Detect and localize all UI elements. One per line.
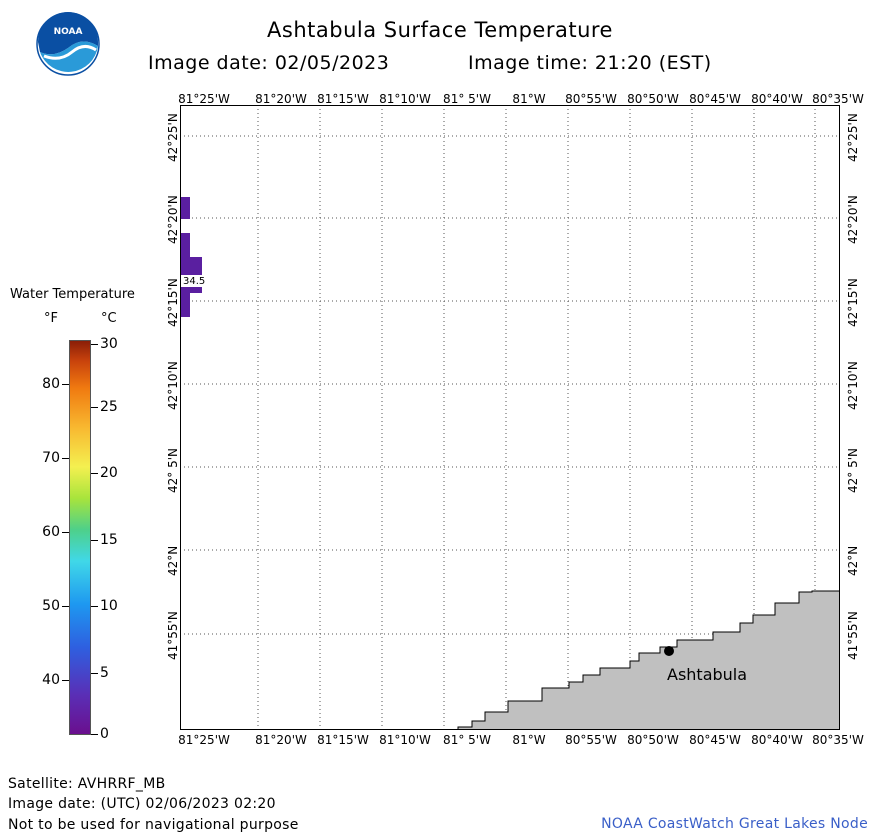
- celsius-tick-mark: [91, 344, 98, 345]
- fahrenheit-tick-label: 70: [42, 450, 60, 466]
- fahrenheit-tick-label: 50: [42, 598, 60, 614]
- ashtabula-city-dot[interactable]: [664, 646, 674, 656]
- celsius-tick-mark: [91, 407, 98, 408]
- longitude-label: 81°20'W: [255, 92, 307, 106]
- longitude-label: 80°40'W: [751, 92, 803, 106]
- latitude-label: 42° 5'N: [166, 448, 180, 493]
- temperature-colorbar: [69, 340, 91, 735]
- longitude-label: 81°W: [512, 92, 546, 106]
- lake-water-area: [180, 105, 840, 730]
- celsius-tick-label: 0: [100, 726, 109, 742]
- celsius-tick-label: 30: [100, 336, 118, 352]
- longitude-label: 81°10'W: [379, 733, 431, 747]
- ashtabula-label: Ashtabula: [667, 665, 747, 684]
- longitude-label: 80°55'W: [565, 733, 617, 747]
- celsius-tick-label: 25: [100, 399, 118, 415]
- latitude-label: 42°25'N: [166, 113, 180, 162]
- celsius-tick-mark: [91, 734, 98, 735]
- latitude-label: 42°10'N: [166, 361, 180, 410]
- navigation-disclaimer: Not to be used for navigational purpose: [8, 817, 299, 833]
- celsius-tick-label: 5: [100, 665, 109, 681]
- latitude-label: 42°N: [846, 545, 860, 576]
- celsius-tick-label: 10: [100, 598, 118, 614]
- celsius-tick-mark: [91, 540, 98, 541]
- temperature-map[interactable]: 34.5 Ashtabula: [180, 105, 840, 730]
- noaa-logo-icon: NOAA: [36, 12, 100, 76]
- longitude-label: 80°35'W: [812, 733, 864, 747]
- latitude-label: 42°15'N: [846, 278, 860, 327]
- legend-title: Water Temperature: [10, 287, 135, 302]
- fahrenheit-tick-label: 80: [42, 376, 60, 392]
- longitude-label: 81° 5'W: [443, 92, 491, 106]
- noaa-coastwatch-credit[interactable]: NOAA CoastWatch Great Lakes Node: [601, 816, 868, 832]
- latitude-label: 42°20'N: [846, 195, 860, 244]
- longitude-label: 80°50'W: [627, 92, 679, 106]
- celsius-tick-label: 20: [100, 465, 118, 481]
- celsius-tick-label: 15: [100, 532, 118, 548]
- celsius-tick-mark: [91, 473, 98, 474]
- longitude-label: 81°15'W: [317, 733, 369, 747]
- latitude-label: 42°10'N: [846, 361, 860, 410]
- longitude-label: 81°W: [512, 733, 546, 747]
- longitude-label: 80°45'W: [689, 92, 741, 106]
- satellite-label: Satellite: AVHRRF_MB: [8, 776, 166, 792]
- map-grid: [180, 105, 840, 730]
- utc-date-label: Image date: (UTC) 02/06/2023 02:20: [8, 796, 276, 812]
- latitude-label: 42° 5'N: [846, 448, 860, 493]
- fahrenheit-tick-mark: [62, 458, 69, 459]
- celsius-tick-mark: [91, 673, 98, 674]
- image-time-label: Image time: 21:20 (EST): [468, 52, 712, 74]
- latitude-label: 42°20'N: [166, 195, 180, 244]
- longitude-label: 80°35'W: [812, 92, 864, 106]
- longitude-label: 80°40'W: [751, 733, 803, 747]
- water-temperature-pixels: [180, 197, 202, 317]
- fahrenheit-tick-mark: [62, 680, 69, 681]
- image-date-label: Image date: 02/05/2023: [148, 52, 390, 74]
- longitude-label: 81°20'W: [255, 733, 307, 747]
- fahrenheit-tick-mark: [62, 532, 69, 533]
- longitude-label: 81°15'W: [317, 92, 369, 106]
- logo-text: NOAA: [54, 27, 83, 37]
- land-area: [457, 590, 840, 730]
- fahrenheit-tick-label: 40: [42, 672, 60, 688]
- value-label-box: [181, 275, 208, 286]
- latitude-label: 41°55'N: [166, 611, 180, 660]
- celsius-tick-mark: [91, 606, 98, 607]
- sample-value-label: 34.5: [183, 276, 205, 287]
- longitude-label: 81° 5'W: [443, 733, 491, 747]
- latitude-label: 41°55'N: [846, 611, 860, 660]
- fahrenheit-tick-mark: [62, 384, 69, 385]
- longitude-label: 80°50'W: [627, 733, 679, 747]
- fahrenheit-tick-mark: [62, 606, 69, 607]
- unit-fahrenheit-label: °F: [44, 311, 58, 326]
- longitude-label: 81°10'W: [379, 92, 431, 106]
- latitude-label: 42°N: [166, 545, 180, 576]
- map-frame: [180, 105, 840, 730]
- latitude-label: 42°15'N: [166, 278, 180, 327]
- latitude-label: 42°25'N: [846, 113, 860, 162]
- longitude-label: 80°45'W: [689, 733, 741, 747]
- unit-celsius-label: °C: [101, 311, 117, 326]
- longitude-label: 80°55'W: [565, 92, 617, 106]
- fahrenheit-tick-label: 60: [42, 524, 60, 540]
- longitude-label: 81°25'W: [178, 733, 230, 747]
- longitude-label: 81°25'W: [178, 92, 230, 106]
- page-title: Ashtabula Surface Temperature: [267, 18, 613, 42]
